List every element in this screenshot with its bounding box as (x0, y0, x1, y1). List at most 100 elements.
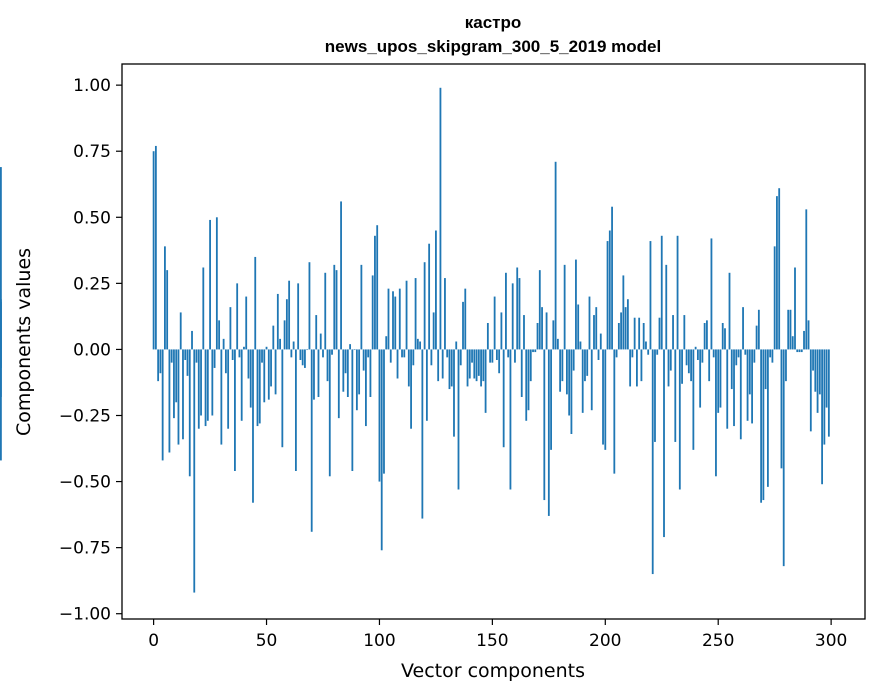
bar (507, 349, 510, 358)
bar (383, 349, 385, 474)
bar (288, 280, 291, 350)
bar (240, 349, 243, 421)
bar (213, 349, 216, 368)
bar (362, 349, 365, 371)
bar (622, 275, 625, 350)
bar (276, 293, 279, 350)
bar (218, 320, 221, 350)
bar (561, 349, 564, 382)
bar (706, 320, 708, 350)
bar (692, 349, 695, 450)
bar (182, 349, 184, 440)
bar (660, 235, 663, 350)
bar (825, 349, 828, 408)
bar (685, 349, 688, 366)
bar (534, 349, 537, 353)
bar (437, 349, 440, 382)
bar (389, 349, 392, 363)
bar (728, 272, 731, 350)
bar (157, 349, 160, 382)
bar (380, 349, 383, 551)
bar (444, 278, 446, 350)
bar (222, 338, 225, 350)
bar (645, 341, 647, 350)
bar (170, 349, 173, 363)
bar (493, 296, 496, 350)
y-tick-label: −0.50 (59, 473, 111, 493)
bar (152, 151, 155, 350)
bar (486, 323, 489, 350)
bar (324, 272, 327, 350)
bar (301, 349, 304, 366)
x-tick-label: 200 (589, 631, 621, 651)
bar (423, 262, 426, 350)
bar (378, 349, 381, 482)
bar (651, 349, 654, 575)
x-axis-label: Vector components (401, 660, 585, 682)
bar (403, 349, 406, 358)
bar (656, 349, 659, 355)
bar (511, 283, 514, 350)
bar (441, 349, 444, 379)
bar (462, 301, 464, 350)
bar (407, 349, 410, 387)
bar (791, 336, 794, 350)
bar (554, 161, 557, 350)
bar (229, 307, 232, 350)
bar (703, 323, 706, 350)
bar (807, 320, 810, 350)
bar (520, 349, 523, 397)
bar (358, 349, 361, 395)
bar (726, 349, 729, 429)
bar (265, 346, 268, 350)
bar (776, 196, 778, 350)
bar (769, 349, 772, 358)
bar (672, 315, 674, 350)
bar (310, 349, 313, 532)
bar (435, 230, 437, 350)
bar (398, 288, 401, 350)
bar (604, 349, 607, 450)
bar (351, 349, 354, 471)
bar (326, 349, 329, 382)
bar (220, 349, 223, 445)
bar (197, 349, 200, 429)
bar (432, 312, 435, 350)
bar (757, 309, 760, 350)
bar (794, 267, 796, 350)
bar (563, 264, 566, 350)
bar (518, 278, 521, 350)
y-tick-label: −0.75 (59, 539, 111, 559)
bar (0, 349, 2, 461)
bar (588, 296, 591, 350)
bar (717, 349, 720, 413)
bar (297, 283, 300, 350)
bar (270, 349, 272, 387)
bar (527, 349, 530, 411)
bar (812, 349, 814, 371)
bar (202, 267, 205, 350)
bar (529, 349, 532, 382)
bar (516, 267, 519, 350)
bar (188, 349, 191, 477)
bar (473, 349, 476, 379)
x-tick-label: 100 (363, 631, 395, 651)
bar (642, 323, 645, 350)
bar (663, 349, 665, 538)
bar (821, 349, 823, 485)
bar (177, 349, 180, 445)
bar (773, 246, 776, 350)
bar (457, 349, 460, 490)
bar (565, 349, 568, 395)
bar (658, 317, 661, 350)
y-tick-label: 0.50 (73, 208, 111, 228)
bar (184, 349, 187, 360)
bar (283, 320, 286, 350)
bar (760, 349, 763, 503)
bar (742, 307, 744, 350)
bar (626, 299, 629, 350)
x-tick-label: 50 (256, 631, 278, 651)
bar (712, 349, 715, 358)
bar (538, 270, 541, 350)
